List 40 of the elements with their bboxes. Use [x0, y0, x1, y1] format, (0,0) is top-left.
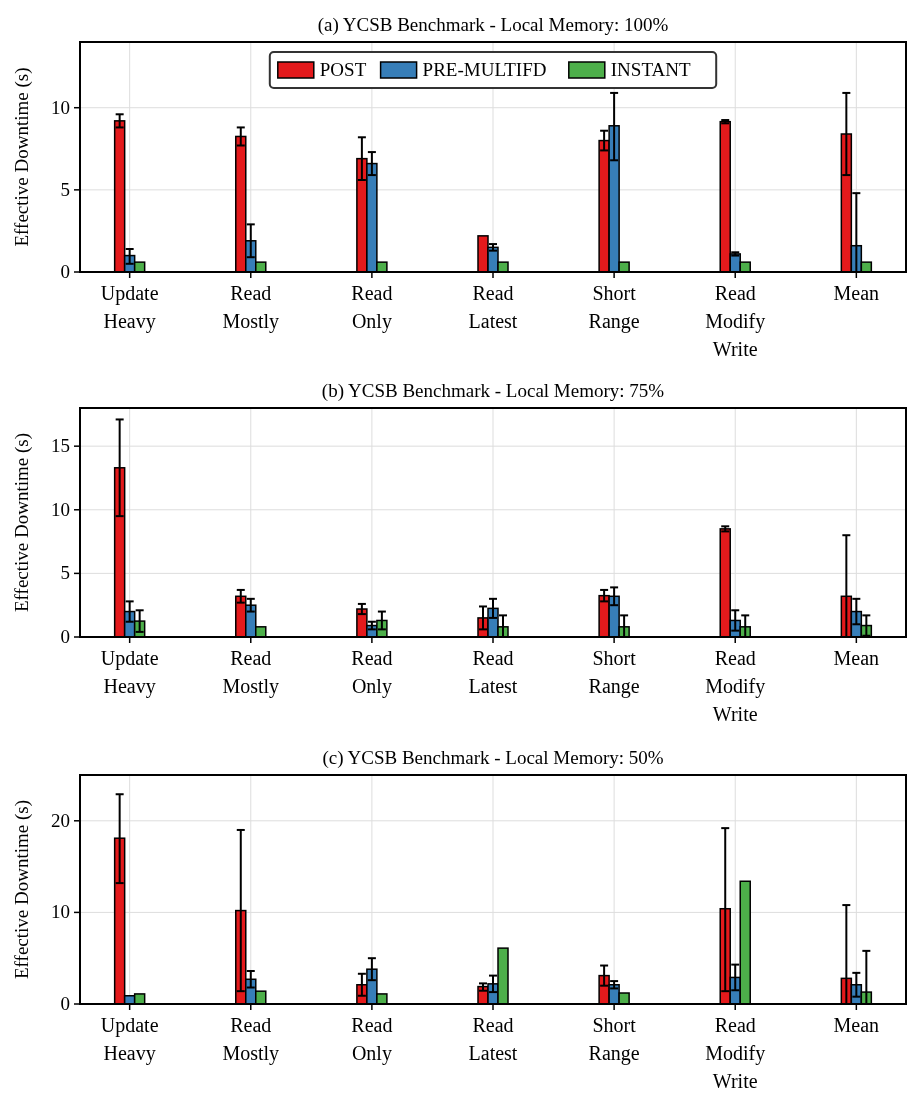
y-tick-label: 0 — [60, 993, 70, 1014]
x-tick-label: Read Latest — [468, 647, 518, 697]
y-tick-label: 0 — [60, 261, 70, 282]
chart-title: (b) YCSB Benchmark - Local Memory: 75% — [321, 380, 665, 402]
x-tick-label: Read Modify Write — [705, 282, 766, 360]
x-tick-label: Update Heavy — [100, 1014, 159, 1065]
x-tick-label: Short Range — [588, 282, 640, 333]
y-tick-label: 0 — [60, 626, 70, 647]
x-tick-label: Update Heavy — [100, 647, 159, 698]
y-tick-label: 10 — [51, 901, 70, 923]
x-tick-label: Read Modify Write — [705, 1014, 766, 1092]
x-tick-label: Update Heavy — [100, 282, 159, 333]
x-tick-label: Read Mostly — [222, 647, 280, 698]
legend-label: INSTANT — [610, 59, 691, 80]
x-tick-label: Read Latest — [468, 1014, 518, 1064]
y-tick-label: 20 — [51, 809, 70, 831]
y-tick-label: 5 — [60, 562, 70, 584]
y-tick-label: 15 — [51, 435, 70, 457]
y-axis-title: Effective Downtime (s) — [11, 67, 33, 247]
y-tick-label: 5 — [60, 178, 70, 200]
y-tick-label: 10 — [51, 498, 70, 520]
x-tick-label: Read Only — [351, 647, 393, 698]
x-tick-label: Read Only — [351, 1014, 393, 1065]
x-tick-label: Mean — [833, 647, 880, 669]
x-tick-label: Mean — [833, 282, 880, 304]
y-axis-title: Effective Downtime (s) — [11, 432, 33, 613]
x-tick-label: Short Range — [588, 1014, 640, 1065]
legend-label: PRE-MULTIFD — [422, 59, 547, 80]
x-tick-label: Short Range — [588, 647, 640, 698]
y-tick-label: 10 — [51, 96, 70, 118]
legend-label: POST — [319, 59, 367, 80]
chart-title: (a) YCSB Benchmark - Local Memory: 100% — [317, 14, 669, 36]
x-tick-label: Read Only — [351, 282, 393, 333]
x-tick-label: Mean — [833, 1014, 880, 1036]
x-tick-label: Read Latest — [468, 282, 518, 332]
y-axis-title: Effective Downtime (s) — [11, 799, 33, 980]
x-tick-label: Read Modify Write — [705, 647, 766, 725]
x-tick-label: Read Mostly — [222, 1014, 280, 1065]
chart-title: (c) YCSB Benchmark - Local Memory: 50% — [322, 747, 664, 769]
x-tick-label: Read Mostly — [222, 282, 280, 333]
